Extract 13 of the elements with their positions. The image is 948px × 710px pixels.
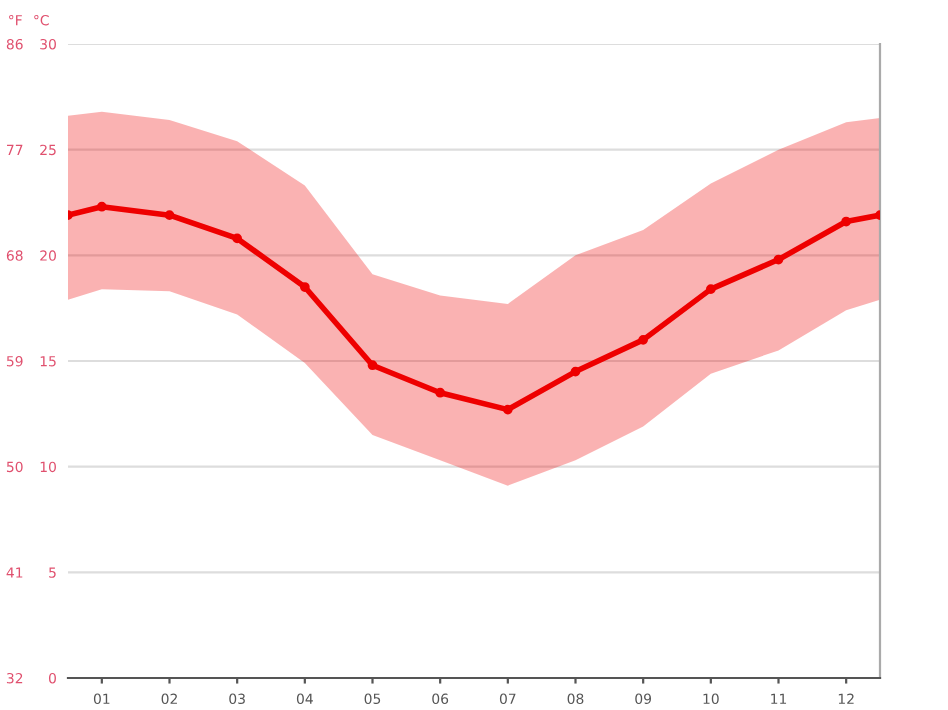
point [841, 216, 852, 227]
point [435, 387, 446, 398]
line-series [68, 201, 880, 415]
point [570, 366, 581, 377]
point [367, 360, 378, 371]
point [299, 282, 310, 292]
point [96, 201, 107, 212]
point [638, 335, 649, 345]
point [705, 284, 716, 295]
point [164, 210, 175, 221]
point [232, 233, 243, 244]
point [773, 254, 784, 265]
point [502, 404, 513, 415]
